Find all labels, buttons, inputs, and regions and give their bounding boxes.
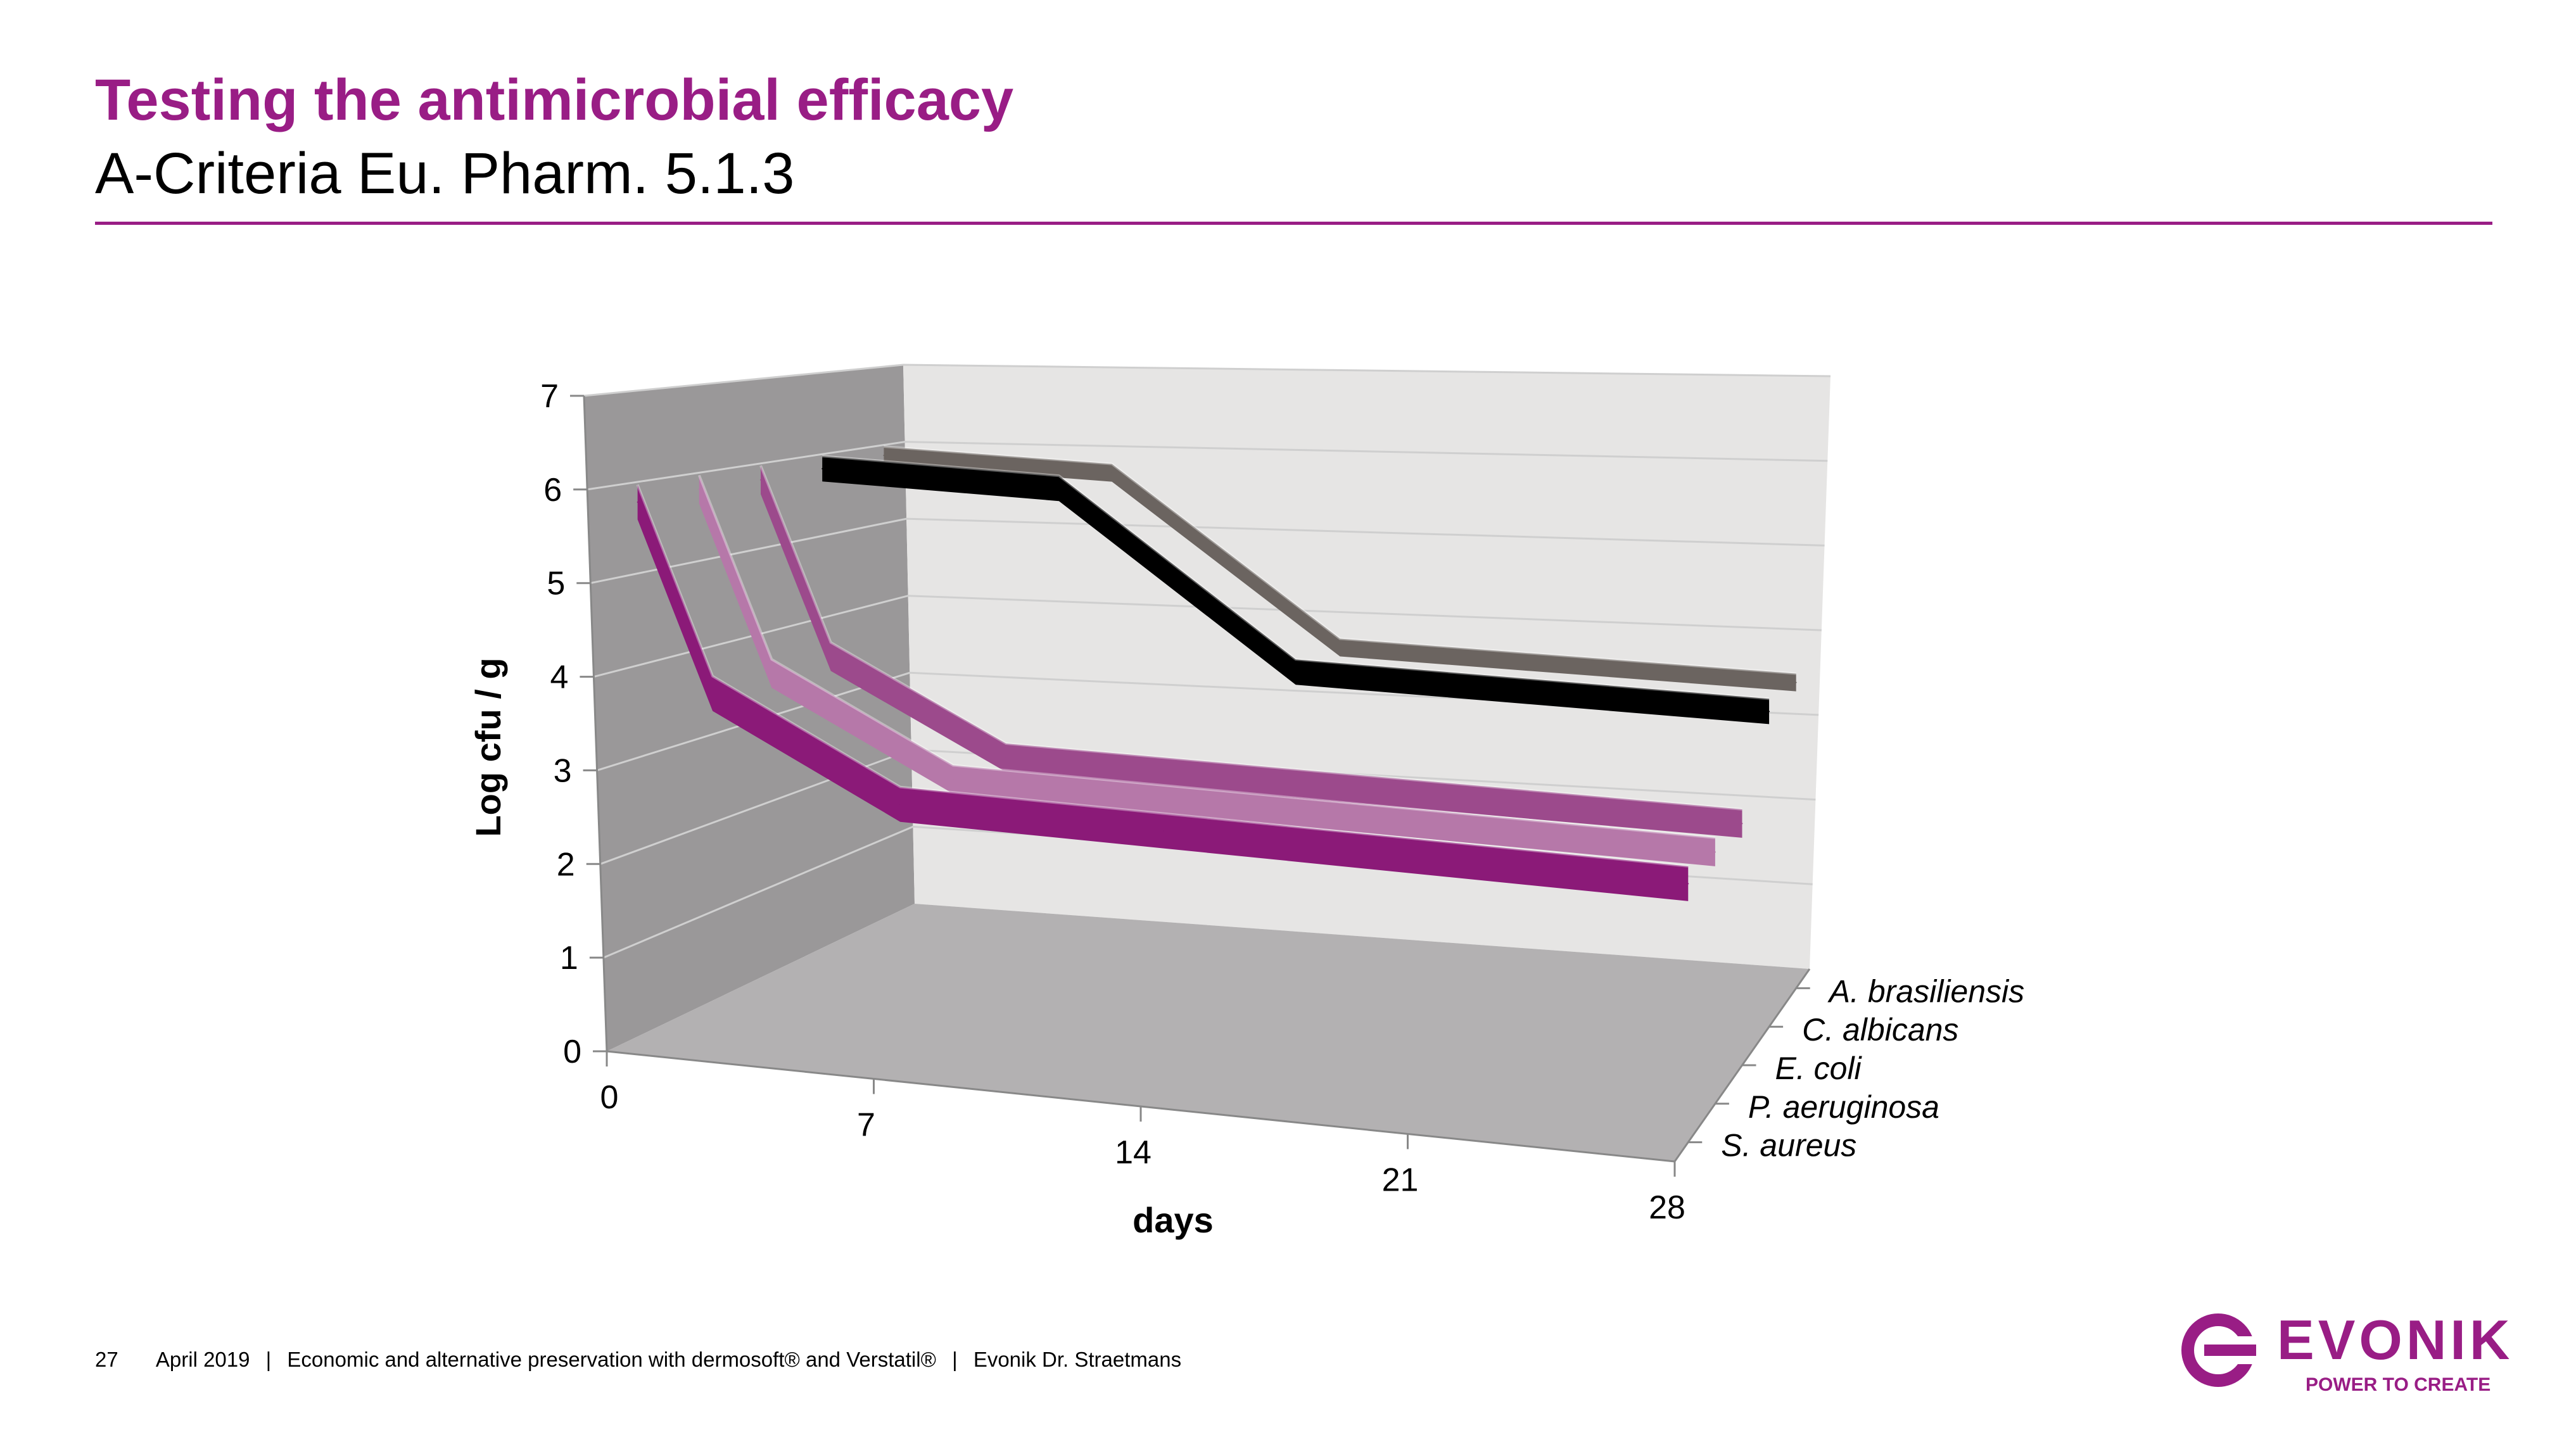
series-highlight xyxy=(697,474,1716,839)
y-tick-label: 5 xyxy=(547,566,565,602)
x-tick-label: 28 xyxy=(1649,1189,1685,1226)
data-point xyxy=(1795,681,1797,683)
data-point xyxy=(1687,883,1689,885)
data-point xyxy=(1339,647,1341,649)
gridline xyxy=(583,364,1831,397)
series-ribbon xyxy=(761,465,1742,838)
series-e-coli xyxy=(759,465,1743,838)
series-p-aeruginosa xyxy=(697,474,1716,866)
data-point xyxy=(1768,711,1770,712)
series-highlight xyxy=(759,465,1742,811)
y-axis-title: Log cfu / g xyxy=(468,657,508,837)
series-label: P. aeruginosa xyxy=(1748,1089,1939,1125)
data-point xyxy=(1206,803,1208,805)
data-point xyxy=(1741,823,1743,825)
y-tick-label: 1 xyxy=(560,940,578,977)
data-point xyxy=(698,488,700,490)
data-point xyxy=(899,804,901,806)
gridline xyxy=(590,517,1825,585)
series-s-aureus xyxy=(636,484,1689,901)
x-tick-label: 21 xyxy=(1382,1162,1419,1199)
data-point xyxy=(1111,472,1113,474)
gridline xyxy=(587,441,1828,491)
data-point xyxy=(1058,488,1060,490)
x-tick-label: 0 xyxy=(600,1079,619,1116)
data-point xyxy=(948,459,950,461)
series-label: C. albicans xyxy=(1802,1012,1958,1047)
data-point xyxy=(637,501,638,503)
footer-topic: Economic and alternative preservation wi… xyxy=(287,1348,936,1371)
y-tick-label: 7 xyxy=(540,378,559,415)
floor xyxy=(607,904,1810,1161)
series-c-albicans xyxy=(822,455,1770,724)
data-point xyxy=(822,468,823,470)
series-label: A. brasiliensis xyxy=(1827,973,2024,1009)
x-axis-title: days xyxy=(1133,1200,1214,1240)
data-point xyxy=(1714,851,1716,853)
data-point xyxy=(830,656,832,658)
series-highlight xyxy=(884,445,1796,675)
slide-subtitle: A-Criteria Eu. Pharm. 5.1.3 xyxy=(95,141,795,206)
footer-date: April 2019 xyxy=(155,1348,250,1371)
evonik-logo: EVONIK POWER TO CREATE xyxy=(2179,1311,2509,1400)
series-label: E. coli xyxy=(1775,1051,1863,1086)
data-point xyxy=(883,455,885,457)
data-point xyxy=(952,778,954,780)
footer-separator: | xyxy=(265,1348,272,1371)
data-point xyxy=(889,474,891,476)
evonik-logo-icon xyxy=(2181,1313,2260,1387)
series-highlight xyxy=(822,455,1770,700)
data-point xyxy=(1005,757,1007,759)
series-label: S. aureus xyxy=(1721,1128,1856,1163)
x-tick-label: 7 xyxy=(857,1107,875,1144)
data-point xyxy=(712,693,714,695)
footer-author: Evonik Dr. Straetmans xyxy=(973,1348,1182,1371)
y-tick-label: 6 xyxy=(543,472,562,509)
series-ribbon xyxy=(637,484,1689,901)
logo-wordmark: EVONIK xyxy=(2277,1308,2514,1371)
data-point xyxy=(760,479,761,481)
footer: 27 April 2019 | Economic and alternative… xyxy=(95,1348,1181,1372)
series-ribbon xyxy=(822,456,1770,724)
y-tick-label: 0 xyxy=(563,1034,581,1070)
data-point xyxy=(1295,671,1297,673)
series-ribbon xyxy=(699,475,1715,866)
footer-separator: | xyxy=(952,1348,958,1371)
y-tick-label: 2 xyxy=(557,846,575,883)
data-point xyxy=(1162,830,1164,832)
y-tick-label: 3 xyxy=(554,752,572,789)
logo-tagline: POWER TO CREATE xyxy=(2306,1374,2491,1395)
slide-title: Testing the antimicrobial efficacy xyxy=(95,68,1014,132)
page-number: 27 xyxy=(95,1348,118,1371)
title-divider xyxy=(95,222,2492,225)
y-axis-line xyxy=(583,395,608,1052)
x-tick-label: 14 xyxy=(1115,1134,1152,1171)
data-point xyxy=(1250,779,1252,781)
y-tick-label: 4 xyxy=(550,659,569,696)
series-highlight xyxy=(636,484,1689,868)
data-point xyxy=(771,673,773,674)
